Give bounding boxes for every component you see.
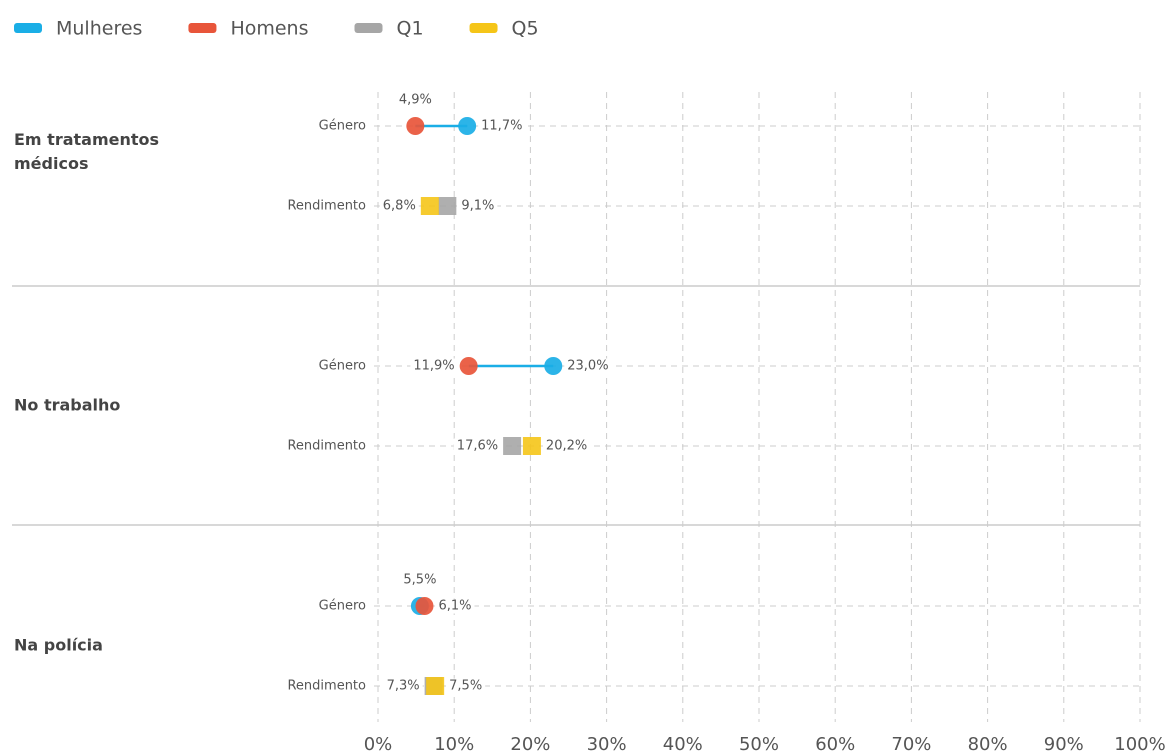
label-bg [410,358,458,374]
label-bg [458,198,498,214]
value-label: 7,5% [449,679,482,694]
dot [458,117,477,135]
x-tick-label: 40% [663,734,703,755]
label-bg [446,678,486,694]
group-label: Na polícia [14,636,103,655]
square [426,677,445,695]
value-label: 4,9% [399,93,432,108]
square [503,437,522,455]
value-label: 17,6% [457,439,498,454]
row-label: Género [319,599,366,614]
label-bg [564,358,612,374]
legend-label: Homens [230,18,308,40]
x-tick-label: 70% [891,734,931,755]
value-label: 9,1% [461,199,494,214]
value-label: 23,0% [567,359,608,374]
legend-label: Q5 [512,18,539,40]
x-tick-label: 90% [1044,734,1084,755]
legend-label: Q1 [397,18,424,40]
dot [544,357,563,375]
label-bg [478,118,526,134]
value-label: 7,3% [387,679,420,694]
row-label: Género [319,359,366,374]
square [522,437,541,455]
value-label: 11,7% [481,119,522,134]
dot [406,117,425,135]
row-label: Rendimento [287,199,366,214]
value-label: 6,1% [438,599,471,614]
x-tick-label: 50% [739,734,779,755]
legend-label: Mulheres [56,18,142,40]
value-label: 5,5% [403,573,436,588]
label-bg [435,598,475,614]
legend-swatch [469,23,498,33]
label-bg [383,678,423,694]
label-bg [395,92,435,108]
row-label: Rendimento [287,679,366,694]
dot [415,597,434,615]
x-tick-label: 100% [1114,734,1165,755]
value-label: 20,2% [546,439,587,454]
x-tick-label: 80% [968,734,1008,755]
x-tick-label: 30% [587,734,627,755]
x-tick-label: 20% [510,734,550,755]
group-label: No trabalho [14,396,120,415]
label-bg [542,438,591,454]
square [438,197,457,215]
square [420,197,439,215]
x-tick-label: 0% [364,734,393,755]
label-bg [400,572,440,588]
row-label: Género [319,119,366,134]
value-label: 6,8% [383,199,416,214]
label-bg [453,438,502,454]
legend-swatch [188,23,217,33]
label-bg [379,198,419,214]
legend-swatch [354,23,383,33]
x-tick-label: 10% [434,734,474,755]
x-tick-label: 60% [815,734,855,755]
legend-swatch [14,23,42,33]
value-label: 11,9% [413,359,454,374]
dot [459,357,478,375]
row-label: Rendimento [287,439,366,454]
group-label: Em tratamentos médicos [14,130,159,173]
